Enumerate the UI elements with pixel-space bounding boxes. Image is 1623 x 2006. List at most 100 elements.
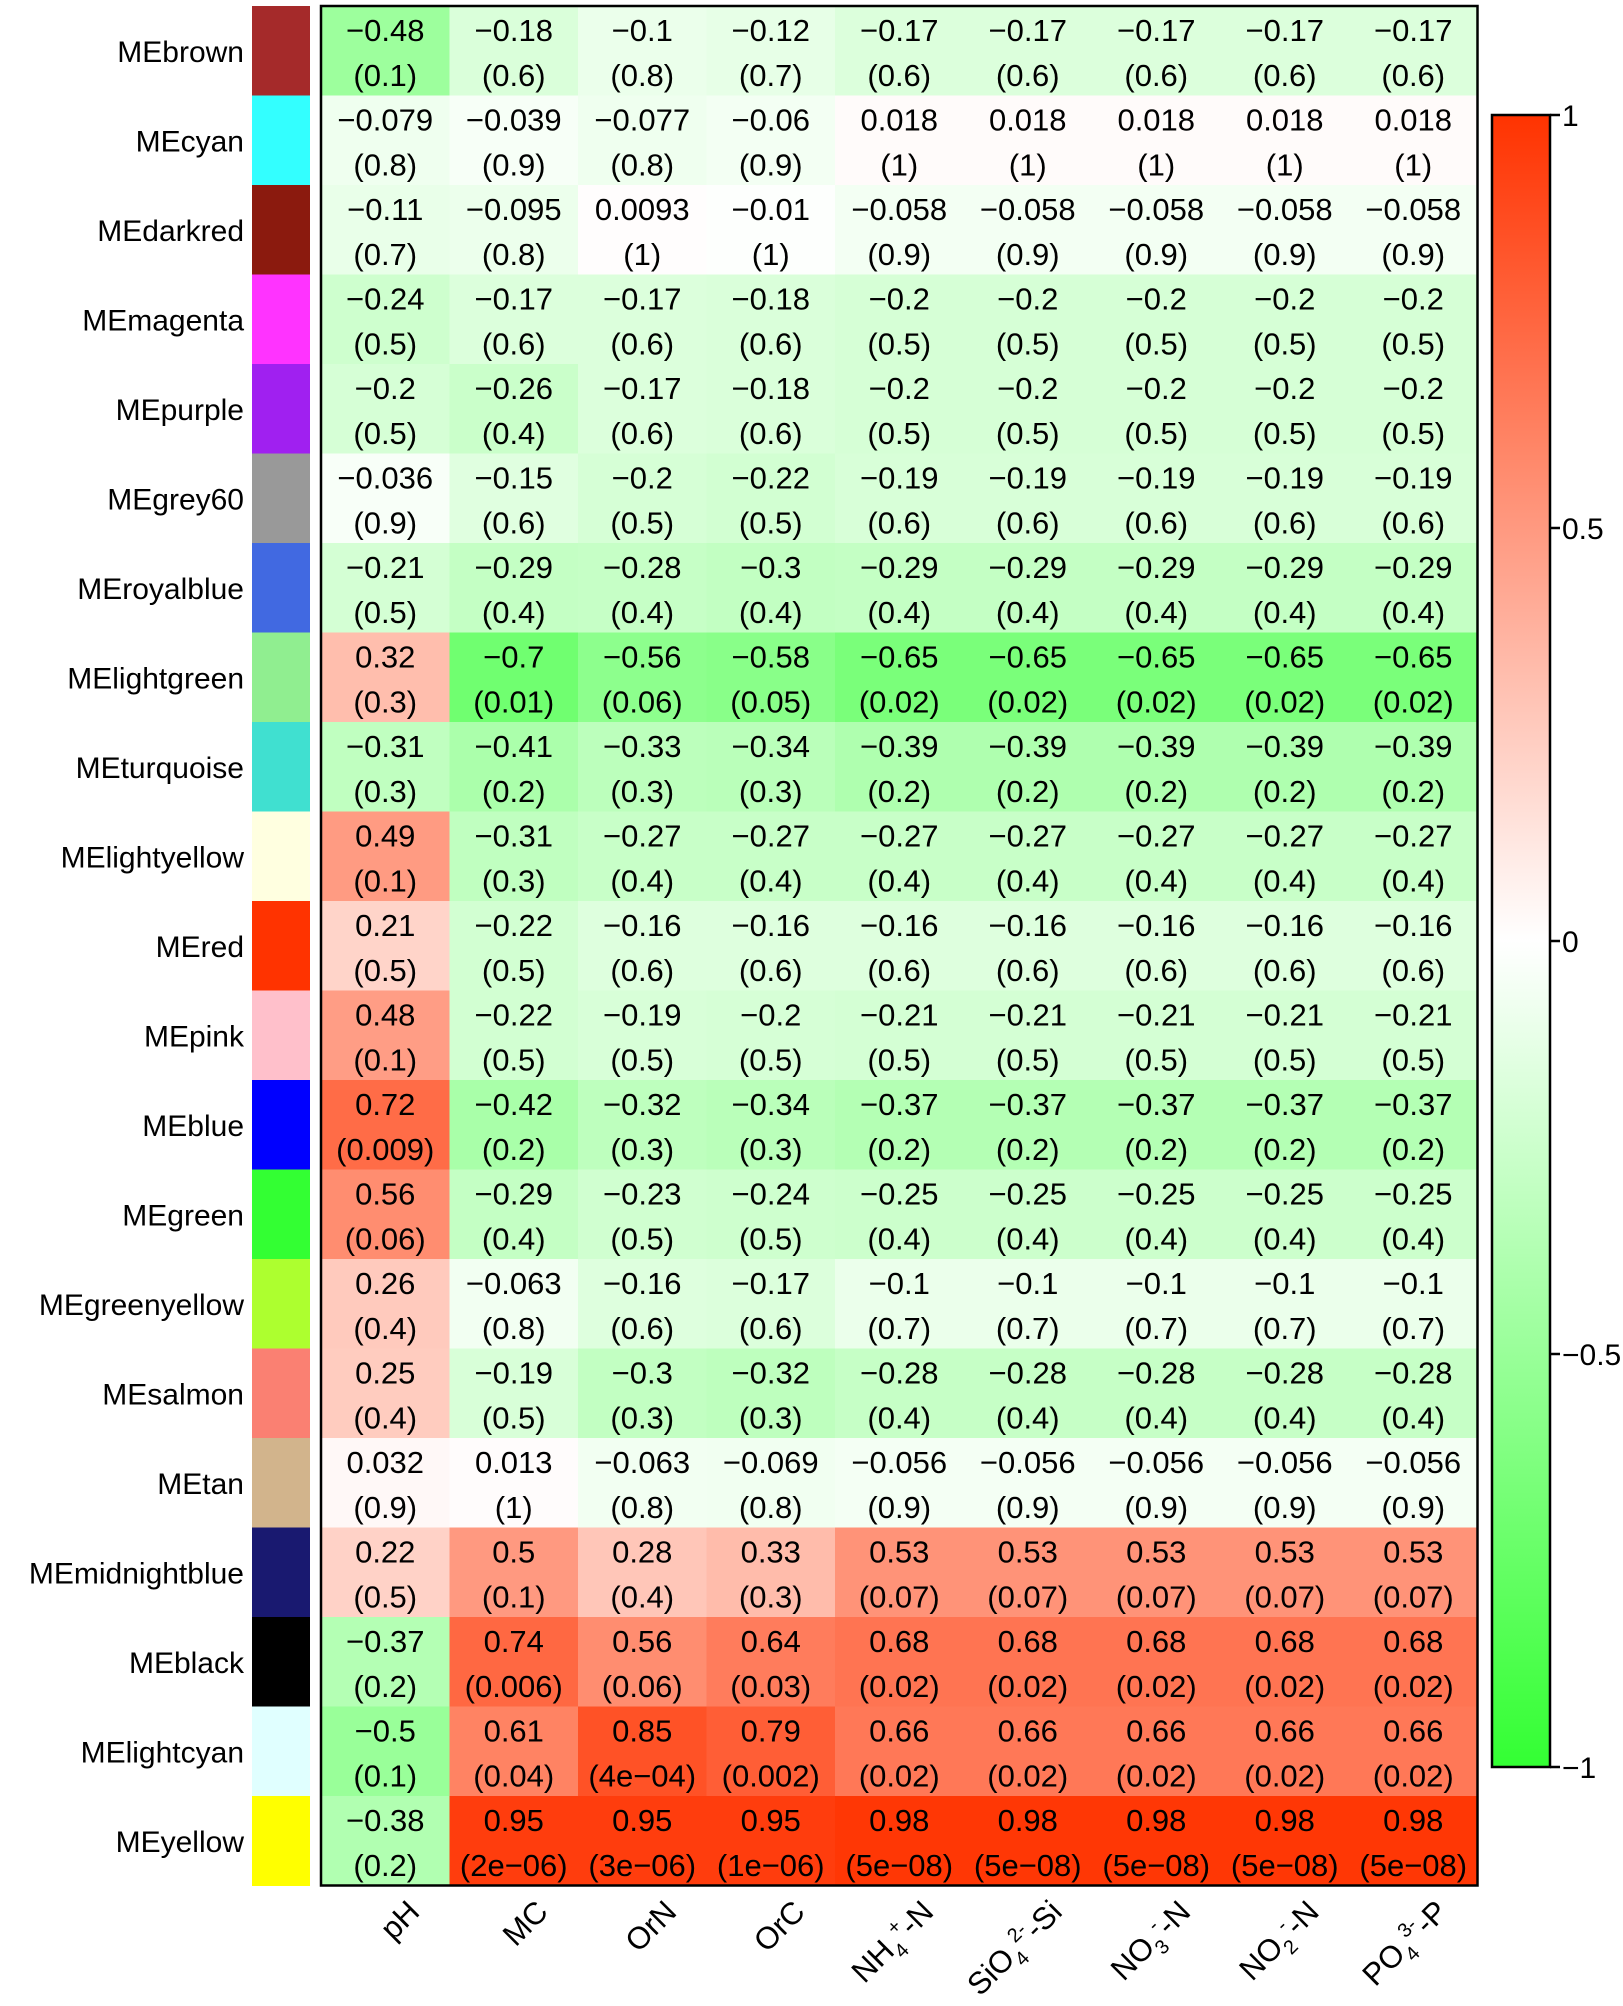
p-value: (0.5) bbox=[1381, 416, 1445, 451]
row-label: MEpink bbox=[144, 1020, 245, 1053]
heatmap-cell bbox=[578, 632, 708, 723]
p-value: (0.1) bbox=[353, 1759, 417, 1794]
p-value: (0.9) bbox=[1381, 1490, 1445, 1525]
heatmap-cell bbox=[835, 543, 965, 634]
p-value: (0.4) bbox=[1253, 864, 1317, 899]
heatmap-cell bbox=[706, 1259, 836, 1350]
p-value: (0.2) bbox=[482, 774, 546, 809]
p-value: (0.9) bbox=[1124, 237, 1188, 272]
p-value: (0.02) bbox=[859, 1759, 940, 1794]
p-value: (0.8) bbox=[610, 148, 674, 183]
p-value: (0.5) bbox=[1381, 1043, 1445, 1078]
correlation-value: −0.21 bbox=[1374, 998, 1452, 1033]
heatmap-cell bbox=[835, 1438, 965, 1529]
heatmap-cell bbox=[449, 1348, 579, 1439]
correlation-value: −0.28 bbox=[603, 550, 681, 585]
p-value: (0.5) bbox=[1253, 327, 1317, 362]
p-value: (0.2) bbox=[867, 774, 931, 809]
p-value: (0.4) bbox=[996, 1222, 1060, 1257]
heatmap-cell bbox=[1349, 990, 1479, 1081]
module-color-swatch bbox=[252, 95, 310, 186]
heatmap-cell bbox=[578, 1169, 708, 1260]
heatmap-cell bbox=[963, 364, 1093, 455]
correlation-value: −0.29 bbox=[1246, 550, 1324, 585]
p-value: (0.5) bbox=[996, 327, 1060, 362]
correlation-value: −0.25 bbox=[860, 1177, 938, 1212]
heatmap-cell bbox=[578, 364, 708, 455]
heatmap-cell bbox=[449, 811, 579, 902]
colorbar-tick-label: 0.5 bbox=[1562, 513, 1604, 546]
heatmap-cell bbox=[1092, 632, 1222, 723]
heatmap-cell bbox=[835, 1080, 965, 1171]
p-value: (0.5) bbox=[482, 953, 546, 988]
heatmap-cell bbox=[706, 453, 836, 544]
correlation-value: −0.2 bbox=[997, 371, 1058, 406]
heatmap-cell bbox=[1349, 453, 1479, 544]
correlation-value: −0.27 bbox=[860, 819, 938, 854]
p-value: (0.7) bbox=[353, 237, 417, 272]
correlation-value: −0.38 bbox=[346, 1803, 424, 1838]
row-label: MEturquoise bbox=[76, 752, 244, 785]
module-color-swatch bbox=[252, 1438, 310, 1528]
heatmap-cell bbox=[321, 722, 451, 813]
p-value: (0.1) bbox=[353, 58, 417, 93]
p-value: (0.9) bbox=[1381, 237, 1445, 272]
p-value: (0.7) bbox=[996, 1311, 1060, 1346]
p-value: (0.6) bbox=[1253, 953, 1317, 988]
p-value: (0.8) bbox=[610, 58, 674, 93]
correlation-value: −0.29 bbox=[1374, 550, 1452, 585]
heatmap-cell bbox=[1092, 1169, 1222, 1260]
p-value: (0.5) bbox=[1381, 327, 1445, 362]
correlation-value: −0.16 bbox=[989, 908, 1067, 943]
row-label: MEyellow bbox=[116, 1826, 245, 1859]
correlation-value: 0.98 bbox=[869, 1803, 929, 1838]
correlation-value: 0.98 bbox=[1255, 1803, 1315, 1838]
p-value: (0.07) bbox=[1244, 1580, 1325, 1615]
heatmap-cell bbox=[321, 1617, 451, 1708]
p-value: (0.3) bbox=[739, 1401, 803, 1436]
heatmap-cell bbox=[321, 1706, 451, 1797]
heatmap-cell bbox=[1092, 364, 1222, 455]
heatmap-cell bbox=[1092, 543, 1222, 634]
correlation-value: 0.66 bbox=[1383, 1714, 1443, 1749]
heatmap-cell bbox=[835, 185, 965, 276]
correlation-value: −0.39 bbox=[1117, 729, 1195, 764]
heatmap-cell bbox=[321, 1527, 451, 1618]
p-value: (0.8) bbox=[482, 1311, 546, 1346]
correlation-value: −0.17 bbox=[475, 282, 553, 317]
module-color-swatch bbox=[252, 1706, 310, 1797]
p-value: (0.02) bbox=[1244, 1759, 1325, 1794]
correlation-value: −0.1 bbox=[869, 1266, 930, 1301]
correlation-value: −0.2 bbox=[1254, 282, 1315, 317]
heatmap-cell bbox=[578, 1796, 708, 1887]
correlation-value: −0.2 bbox=[869, 282, 930, 317]
heatmap-cell bbox=[1349, 1348, 1479, 1439]
p-value: (0.02) bbox=[1116, 685, 1197, 720]
correlation-value: −0.25 bbox=[989, 1177, 1067, 1212]
heatmap-cell bbox=[578, 990, 708, 1081]
heatmap-cell bbox=[963, 1527, 1093, 1618]
p-value: (0.1) bbox=[353, 1043, 417, 1078]
heatmap-cell bbox=[963, 990, 1093, 1081]
module-color-swatch bbox=[252, 543, 310, 633]
p-value: (0.6) bbox=[867, 506, 931, 541]
correlation-value: −0.16 bbox=[1374, 908, 1452, 943]
p-value: (0.4) bbox=[482, 416, 546, 451]
p-value: (0.4) bbox=[739, 864, 803, 899]
heatmap-cell bbox=[835, 990, 965, 1081]
p-value: (0.2) bbox=[1253, 1132, 1317, 1167]
correlation-value: 0.98 bbox=[1126, 1803, 1186, 1838]
heatmap-cell bbox=[835, 453, 965, 544]
correlation-value: −0.25 bbox=[1374, 1177, 1452, 1212]
heatmap-cell bbox=[1092, 1527, 1222, 1618]
correlation-value: −0.65 bbox=[1374, 640, 1452, 675]
heatmap-cell bbox=[1349, 722, 1479, 813]
correlation-value: −0.37 bbox=[346, 1624, 424, 1659]
p-value: (0.9) bbox=[1253, 237, 1317, 272]
heatmap-cell bbox=[963, 274, 1093, 365]
heatmap-cell bbox=[321, 364, 451, 455]
correlation-value: −0.069 bbox=[723, 1445, 819, 1480]
correlation-value: −0.27 bbox=[1246, 819, 1324, 854]
p-value: (0.7) bbox=[1124, 1311, 1188, 1346]
correlation-value: −0.18 bbox=[475, 13, 553, 48]
